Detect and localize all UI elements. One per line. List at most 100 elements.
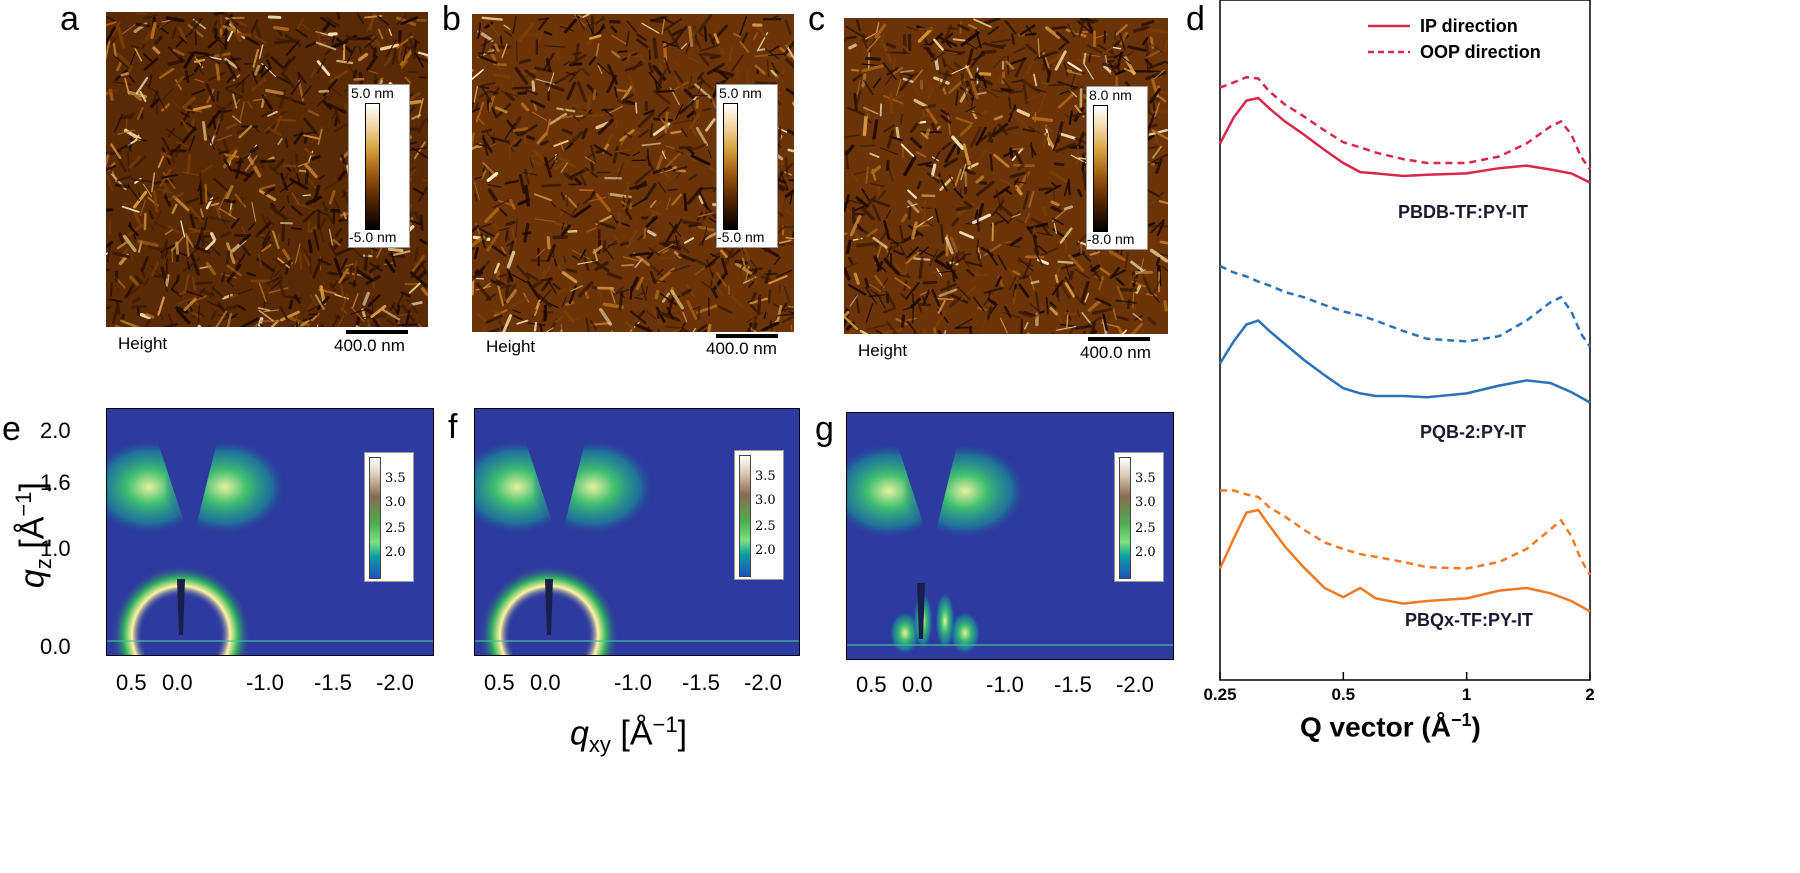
afm-texture-stroke [1030,280,1040,285]
afm-texture-stroke [906,203,918,208]
afm-texture-stroke [1164,61,1168,65]
afm-texture-stroke [302,209,317,223]
afm-texture-stroke [143,52,153,63]
afm-texture-stroke [1075,271,1082,281]
afm-texture-stroke [1154,102,1161,118]
afm-texture-stroke [1064,276,1075,291]
afm-texture-stroke [219,12,223,30]
afm-texture-stroke [285,45,296,56]
afm-texture-stroke [655,200,662,207]
afm-texture-stroke [886,129,895,149]
afm-texture-stroke [844,329,857,334]
afm-texture-stroke [297,161,310,168]
afm-texture-stroke [933,327,937,334]
afm-texture-stroke [602,239,607,253]
afm-texture-stroke [272,158,285,172]
afm-texture-stroke [1028,125,1042,135]
afm-texture-stroke [682,311,688,323]
afm-texture-stroke [924,80,933,88]
afm-texture-stroke [935,250,946,259]
afm-texture-stroke [525,89,538,96]
afm-texture-stroke [131,304,148,309]
afm-texture-stroke [409,301,423,307]
afm-texture-stroke [488,218,503,234]
afm-texture-stroke [955,116,974,125]
afm-texture-stroke [751,317,757,331]
afm-texture-stroke [1081,161,1086,171]
afm-texture-stroke [772,56,786,64]
afm-texture-stroke [484,207,500,223]
afm-texture-stroke [920,103,937,110]
afm-texture-stroke [112,42,117,58]
afm-texture-stroke [332,239,341,247]
x-tick-label: 1 [1462,685,1471,704]
x-tick: -1.5 [1054,672,1092,697]
afm-texture-stroke [909,120,921,134]
afm-texture-stroke [500,284,513,289]
afm-texture-stroke [282,259,293,266]
afm-texture-stroke [756,48,766,52]
afm-texture-stroke [993,153,1010,168]
afm-texture-stroke [765,284,772,291]
afm-texture-stroke [189,213,196,229]
afm-texture-stroke [894,277,911,289]
afm-texture-stroke [671,193,683,206]
afm-texture-stroke [1141,273,1153,295]
afm-texture-stroke [916,301,923,313]
afm-texture-stroke [574,115,584,118]
afm-texture-stroke [144,318,151,327]
afm-texture-stroke [1017,259,1034,267]
afm-texture-stroke [625,181,630,202]
afm-texture-stroke [750,292,757,303]
afm-texture-stroke [581,67,591,77]
afm-texture-stroke [153,274,163,279]
afm-texture-stroke [482,232,490,243]
afm-texture-stroke [165,16,185,23]
afm-texture-stroke [482,282,491,290]
afm-texture-stroke [904,263,908,277]
afm-texture-stroke [574,43,580,64]
afm-texture-stroke [701,107,711,112]
afm-texture-stroke [160,322,178,327]
afm-texture-stroke [848,256,854,265]
afm-texture-stroke [613,286,624,296]
afm-texture-stroke [571,103,590,117]
afm-texture-stroke [657,68,668,84]
afm-texture-stroke [560,209,575,219]
afm-texture-stroke [599,308,613,326]
sample-label-pqb: PQB-2:PY-IT [1420,422,1527,442]
afm-texture-stroke [783,286,791,304]
afm-texture-stroke [917,27,933,43]
afm-texture-stroke [582,14,590,18]
afm-texture-stroke [1013,46,1026,54]
afm-texture-stroke [307,305,320,312]
afm-texture-stroke [185,236,190,258]
panel-letter-g: g [815,410,834,448]
afm-texture-stroke [725,293,737,299]
afm-texture-stroke [236,288,253,295]
afm-texture-stroke [493,73,511,79]
afm-texture-stroke [931,174,942,180]
afm-texture-stroke [1053,223,1058,234]
afm-texture-stroke [254,64,261,76]
afm-texture-stroke [609,286,616,294]
afm-texture-stroke [106,240,114,249]
afm-texture-stroke [213,118,221,137]
afm-texture-stroke [309,68,317,79]
afm-texture-stroke [731,295,745,309]
afm-texture-stroke [1081,312,1093,326]
afm-texture-stroke [397,321,403,327]
afm-texture-stroke [339,276,350,284]
afm-texture-stroke [416,270,427,281]
afm-texture-stroke [534,66,553,73]
afm-texture-stroke [1068,254,1085,272]
afm-texture-stroke [192,276,197,291]
afm-texture-stroke [1152,145,1163,159]
afm-texture-stroke [1135,284,1142,294]
afm-texture-stroke [922,280,938,285]
afm-texture-stroke [1042,225,1050,235]
afm-texture-stroke [472,145,483,149]
afm-texture-stroke [638,129,650,138]
afm-texture-stroke [531,80,536,92]
chart-d-frame [1219,0,1591,681]
